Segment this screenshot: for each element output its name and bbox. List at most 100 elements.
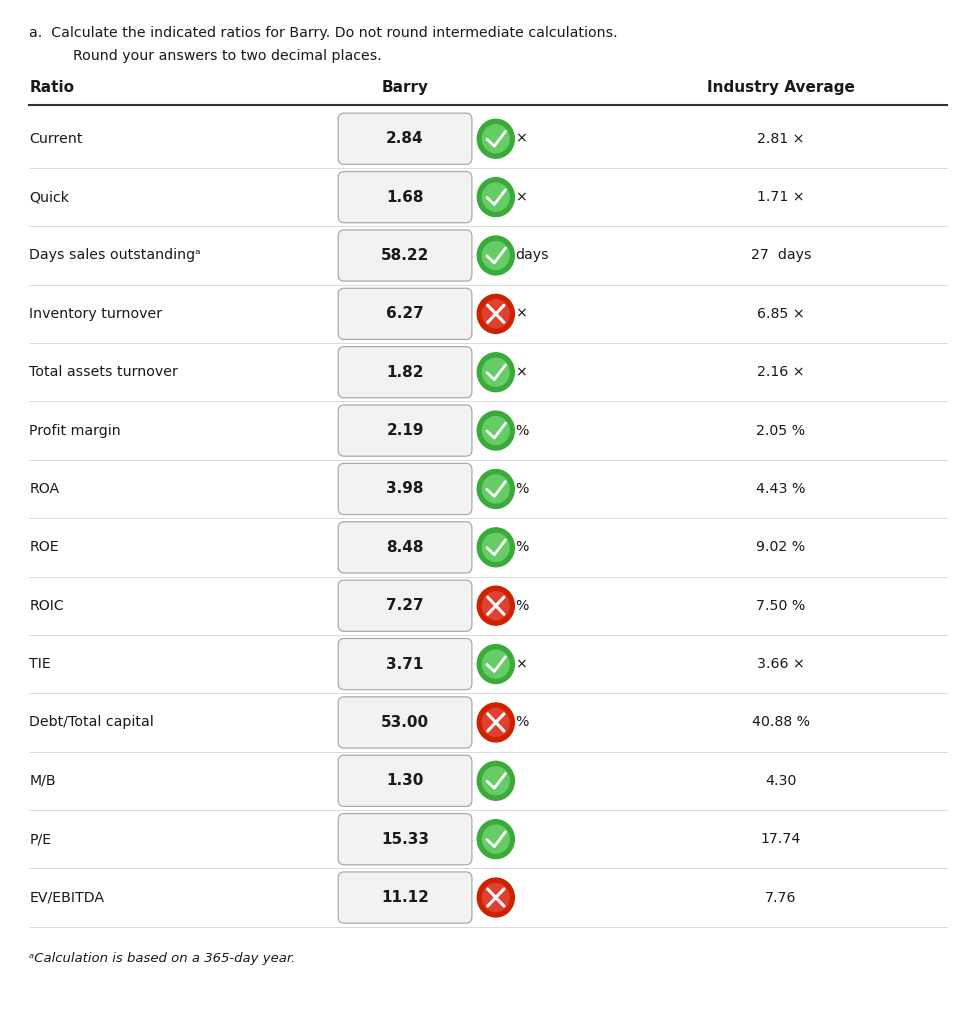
Text: 6.85 ×: 6.85 × — [757, 307, 804, 321]
Circle shape — [477, 236, 514, 274]
Text: %: % — [515, 599, 529, 612]
Text: Quick: Quick — [29, 190, 69, 204]
Text: 58.22: 58.22 — [381, 248, 429, 263]
Text: Current: Current — [29, 132, 83, 145]
Circle shape — [482, 825, 509, 853]
Text: ×: × — [515, 307, 527, 321]
Text: Industry Average: Industry Average — [707, 80, 855, 95]
Text: EV/EBITDA: EV/EBITDA — [29, 891, 104, 904]
Circle shape — [482, 475, 509, 503]
Circle shape — [482, 125, 509, 153]
Circle shape — [477, 119, 514, 158]
Text: 3.66 ×: 3.66 × — [756, 657, 805, 671]
FancyBboxPatch shape — [338, 639, 472, 690]
FancyBboxPatch shape — [338, 346, 472, 397]
Text: ROIC: ROIC — [29, 599, 64, 612]
FancyBboxPatch shape — [338, 697, 472, 749]
Text: 1.71 ×: 1.71 × — [757, 190, 804, 204]
Circle shape — [477, 469, 514, 509]
Text: 2.84: 2.84 — [386, 131, 424, 146]
Circle shape — [482, 358, 509, 386]
FancyBboxPatch shape — [338, 113, 472, 164]
Text: 1.30: 1.30 — [386, 773, 424, 788]
Text: Ratio: Ratio — [29, 80, 74, 95]
Text: 2.19: 2.19 — [386, 423, 424, 438]
Circle shape — [477, 411, 514, 451]
Text: 4.43 %: 4.43 % — [756, 482, 805, 496]
Text: 3.98: 3.98 — [386, 481, 424, 497]
Text: Inventory turnover: Inventory turnover — [29, 307, 162, 321]
Text: Round your answers to two decimal places.: Round your answers to two decimal places… — [73, 49, 382, 63]
Text: 15.33: 15.33 — [381, 831, 429, 847]
Text: ROE: ROE — [29, 541, 59, 554]
FancyBboxPatch shape — [338, 171, 472, 223]
Text: ×: × — [515, 190, 527, 204]
Circle shape — [477, 819, 514, 858]
FancyBboxPatch shape — [338, 289, 472, 340]
Text: 1.82: 1.82 — [386, 365, 424, 380]
Text: ROA: ROA — [29, 482, 60, 496]
Text: ×: × — [515, 132, 527, 145]
Text: 1.68: 1.68 — [386, 189, 424, 205]
Text: Total assets turnover: Total assets turnover — [29, 366, 179, 379]
Circle shape — [482, 300, 509, 328]
Text: %: % — [515, 541, 529, 554]
FancyBboxPatch shape — [338, 813, 472, 864]
FancyBboxPatch shape — [338, 463, 472, 515]
Text: Barry: Barry — [382, 80, 428, 95]
Circle shape — [482, 767, 509, 795]
Circle shape — [477, 878, 514, 918]
Text: 3.71: 3.71 — [386, 656, 424, 672]
Circle shape — [482, 417, 509, 444]
Circle shape — [482, 592, 509, 620]
FancyBboxPatch shape — [338, 871, 472, 924]
Text: P/E: P/E — [29, 833, 52, 846]
Circle shape — [477, 586, 514, 625]
Text: ×: × — [515, 657, 527, 671]
FancyBboxPatch shape — [338, 580, 472, 631]
Circle shape — [477, 352, 514, 391]
Text: 2.81 ×: 2.81 × — [757, 132, 804, 145]
Text: a.  Calculate the indicated ratios for Barry. Do not round intermediate calculat: a. Calculate the indicated ratios for Ba… — [29, 26, 618, 40]
FancyBboxPatch shape — [338, 522, 472, 573]
Text: 9.02 %: 9.02 % — [756, 541, 805, 554]
Text: 53.00: 53.00 — [381, 715, 429, 730]
Circle shape — [482, 242, 509, 269]
Text: TIE: TIE — [29, 657, 51, 671]
Text: 7.50 %: 7.50 % — [756, 599, 805, 612]
Circle shape — [477, 762, 514, 801]
Text: 8.48: 8.48 — [386, 540, 424, 555]
Text: ᵃCalculation is based on a 365-day year.: ᵃCalculation is based on a 365-day year. — [29, 952, 296, 966]
Text: 7.27: 7.27 — [386, 598, 424, 613]
Text: 17.74: 17.74 — [760, 833, 801, 846]
Text: M/B: M/B — [29, 774, 56, 787]
Circle shape — [477, 703, 514, 742]
Circle shape — [477, 528, 514, 567]
Text: %: % — [515, 716, 529, 729]
Circle shape — [482, 709, 509, 736]
Circle shape — [482, 884, 509, 911]
Text: 2.16 ×: 2.16 × — [757, 366, 804, 379]
FancyBboxPatch shape — [338, 404, 472, 457]
Text: 4.30: 4.30 — [765, 774, 796, 787]
Circle shape — [482, 183, 509, 211]
Text: 2.05 %: 2.05 % — [756, 424, 805, 437]
Text: %: % — [515, 482, 529, 496]
Circle shape — [482, 650, 509, 678]
Text: Profit margin: Profit margin — [29, 424, 121, 437]
Text: %: % — [515, 424, 529, 437]
Text: 7.76: 7.76 — [765, 891, 796, 904]
Text: days: days — [515, 249, 549, 262]
Text: Days sales outstandingᵃ: Days sales outstandingᵃ — [29, 249, 201, 262]
Text: 6.27: 6.27 — [386, 306, 424, 322]
FancyBboxPatch shape — [338, 756, 472, 807]
Circle shape — [477, 178, 514, 217]
FancyBboxPatch shape — [338, 229, 472, 281]
Text: 40.88 %: 40.88 % — [752, 716, 810, 729]
Circle shape — [477, 645, 514, 684]
Text: 11.12: 11.12 — [381, 890, 429, 905]
Circle shape — [477, 295, 514, 334]
Text: Debt/Total capital: Debt/Total capital — [29, 716, 154, 729]
Circle shape — [482, 534, 509, 561]
Text: ×: × — [515, 366, 527, 379]
